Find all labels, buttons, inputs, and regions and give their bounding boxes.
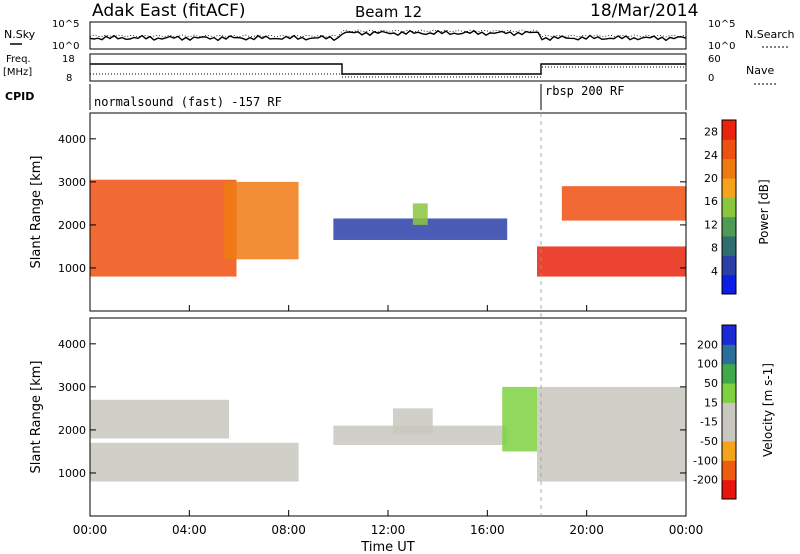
noise-tick-top: 10^5 <box>52 19 79 30</box>
freq-label: Freq. <box>6 54 31 65</box>
power-colorbar-tick-2: 12 <box>704 218 718 231</box>
velocity-ytick-label-3: 4000 <box>58 338 86 351</box>
cpid-segment-2: rbsp 200 RF <box>545 84 624 98</box>
velocity-colorbar-swatch-2 <box>722 441 736 461</box>
noise-tick-top-right: 10^5 <box>708 19 735 30</box>
power-panel: 1000 2000 3000 4000 Slant Range [km] 4 8 12 16… <box>29 112 771 312</box>
power-colorbar-tick-6: 28 <box>704 126 718 139</box>
velocity-region-1 <box>90 399 230 439</box>
xtick-label-4: 16:00 <box>470 523 505 537</box>
power-colorbar-swatch-1 <box>722 255 736 276</box>
velocity-colorbar-swatch-6 <box>722 363 736 384</box>
freq-tick-bottom: 8 <box>66 73 72 84</box>
power-region-0 <box>90 179 237 277</box>
power-colorbar-swatch-6 <box>722 158 736 179</box>
power-colorbar-label: Power [dB] <box>757 179 771 244</box>
velocity-region-4 <box>502 386 537 452</box>
date-title: 18/Mar/2014 <box>590 1 698 21</box>
velocity-panel: 1000 2000 3000 4000 Slant Range [km] 200 100… <box>29 305 775 554</box>
velocity-region-0 <box>90 442 299 482</box>
time-xlabel: Time UT <box>360 540 414 554</box>
velocity-colorbar-tick-0: 200 <box>697 338 718 351</box>
velocity-data-layer <box>90 386 686 482</box>
power-colorbar-frame <box>721 119 737 295</box>
velocity-colorbar-swatch-8 <box>722 325 736 345</box>
nave-tick-bottom: 0 <box>708 73 714 84</box>
xtick-label-0: 00:00 <box>73 523 108 537</box>
power-colorbar-tick-1: 8 <box>711 242 718 255</box>
cpid-label: CPID <box>5 90 34 103</box>
power-colorbar-tick-5: 24 <box>704 149 718 162</box>
velocity-colorbar-tick-5: -50 <box>700 435 718 448</box>
velocity-colorbar-tick-6: -100 <box>693 454 718 467</box>
velocity-ytick-label-2: 3000 <box>58 381 86 394</box>
power-region-4 <box>537 246 686 277</box>
xtick-label-2: 08:00 <box>271 523 306 537</box>
xtick-label-6: 00:00 <box>669 523 704 537</box>
power-colorbar-swatch-5 <box>722 178 736 198</box>
velocity-region-3 <box>392 408 433 435</box>
xtick-label-3: 12:00 <box>371 523 406 537</box>
power-colorbar-swatch-2 <box>722 236 736 256</box>
velocity-colorbar-tick-7: -200 <box>693 474 718 487</box>
nsearch-label: N.Search <box>745 28 795 41</box>
freq-unit: [MHz] <box>3 67 32 78</box>
cpid-panel: CPID normalsound (fast) -157 RF rbsp 200… <box>5 84 687 110</box>
power-colorbar-swatch-3 <box>722 216 736 237</box>
velocity-region-5 <box>537 386 686 482</box>
velocity-colorbar-label: Velocity [m s-1] <box>761 363 775 457</box>
velocity-ytick-label-0: 1000 <box>58 467 86 480</box>
power-colorbar-swatch-0 <box>722 274 736 295</box>
velocity-colorbar-swatch-0 <box>722 479 736 500</box>
power-colorbar-swatch-8 <box>722 120 736 140</box>
power-colorbar-tick-0: 4 <box>711 265 718 278</box>
power-colorbar-tick-3: 16 <box>704 195 718 208</box>
power-ylabel: Slant Range [km] <box>29 156 44 269</box>
cpid-segment-1: normalsound (fast) -157 RF <box>94 95 282 109</box>
velocity-colorbar: 200 100 50 15 -15 -50 -100 -200 <box>693 324 737 500</box>
power-data-layer <box>90 179 686 277</box>
velocity-colorbar-swatch-3 <box>722 421 736 442</box>
power-colorbar-swatch-7 <box>722 139 736 160</box>
velocity-region-2 <box>333 425 508 445</box>
power-ytick-label-0: 1000 <box>58 262 86 275</box>
nave-tick-top: 60 <box>708 54 721 65</box>
velocity-colorbar-swatch-5 <box>722 383 736 403</box>
power-yaxis: 1000 2000 3000 4000 <box>58 133 686 275</box>
power-region-5 <box>561 186 686 221</box>
xtick-label-5: 20:00 <box>569 523 604 537</box>
noise-tick-bottom-right: 10^0 <box>708 41 735 52</box>
power-ytick-label-3: 4000 <box>58 133 86 146</box>
power-colorbar-swatch-4 <box>722 197 736 218</box>
power-region-3 <box>412 203 428 225</box>
time-xaxis: 00:00 04:00 08:00 12:00 16:00 20:00 00:00 <box>73 305 704 537</box>
power-ytick-label-1: 2000 <box>58 219 86 232</box>
velocity-colorbar-swatch-1 <box>722 460 736 481</box>
power-region-2 <box>333 218 508 240</box>
freq-panel: Freq. [MHz] 18 8 60 0 Nave <box>3 53 776 85</box>
power-colorbar: 4 8 12 16 20 24 28 <box>704 119 737 295</box>
nave-label: Nave <box>746 64 774 77</box>
power-region-1 <box>224 181 299 260</box>
xtick-label-1: 04:00 <box>172 523 207 537</box>
velocity-colorbar-frame <box>721 324 737 500</box>
velocity-colorbar-swatch-7 <box>722 344 736 365</box>
noise-panel: N.Sky 10^5 10^0 10^5 10^0 N.Search <box>4 19 795 52</box>
power-ytick-label-2: 3000 <box>58 176 86 189</box>
velocity-ylabel: Slant Range [km] <box>29 361 44 474</box>
velocity-ytick-label-1: 2000 <box>58 424 86 437</box>
station-title: Adak East (fitACF) <box>92 1 246 21</box>
beam-title: Beam 12 <box>355 3 422 21</box>
velocity-colorbar-tick-1: 100 <box>697 358 718 371</box>
velocity-colorbar-tick-3: 15 <box>704 396 718 409</box>
freq-tick-top: 18 <box>62 54 75 65</box>
velocity-yaxis: 1000 2000 3000 4000 <box>58 338 686 480</box>
velocity-colorbar-tick-2: 50 <box>704 377 718 390</box>
power-colorbar-tick-4: 20 <box>704 172 718 185</box>
noise-tick-bottom: 10^0 <box>52 41 79 52</box>
velocity-colorbar-swatch-4 <box>722 402 736 423</box>
velocity-colorbar-tick-4: -15 <box>700 416 718 429</box>
nsky-label: N.Sky <box>4 28 36 41</box>
